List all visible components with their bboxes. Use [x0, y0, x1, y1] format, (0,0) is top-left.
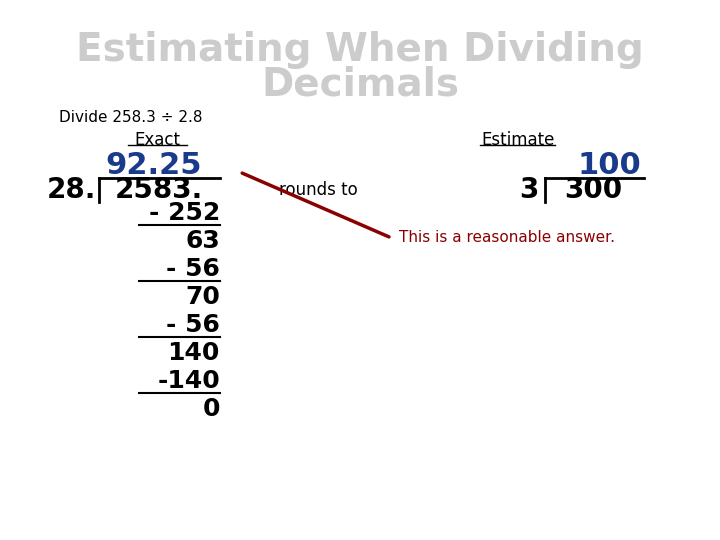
Text: 0: 0	[202, 397, 220, 421]
Text: 28.: 28.	[48, 176, 96, 204]
Text: - 56: - 56	[166, 257, 220, 281]
Text: rounds to: rounds to	[279, 181, 358, 199]
Text: Estimate: Estimate	[481, 131, 554, 149]
Text: Exact: Exact	[135, 131, 181, 149]
Text: Decimals: Decimals	[261, 66, 459, 104]
Text: Estimating When Dividing: Estimating When Dividing	[76, 31, 644, 69]
Text: Divide 258.3 ÷ 2.8: Divide 258.3 ÷ 2.8	[59, 111, 202, 125]
Text: - 56: - 56	[166, 313, 220, 337]
Text: 3: 3	[519, 176, 539, 204]
Text: 300: 300	[564, 176, 622, 204]
Text: This is a reasonable answer.: This is a reasonable answer.	[400, 231, 616, 246]
Text: 140: 140	[168, 341, 220, 365]
Text: 92.25: 92.25	[106, 151, 202, 179]
Text: 63: 63	[185, 229, 220, 253]
Text: - 252: - 252	[148, 201, 220, 225]
Text: 100: 100	[577, 151, 641, 179]
Text: 70: 70	[185, 285, 220, 309]
Text: -140: -140	[157, 369, 220, 393]
Text: 2583.: 2583.	[114, 176, 203, 204]
